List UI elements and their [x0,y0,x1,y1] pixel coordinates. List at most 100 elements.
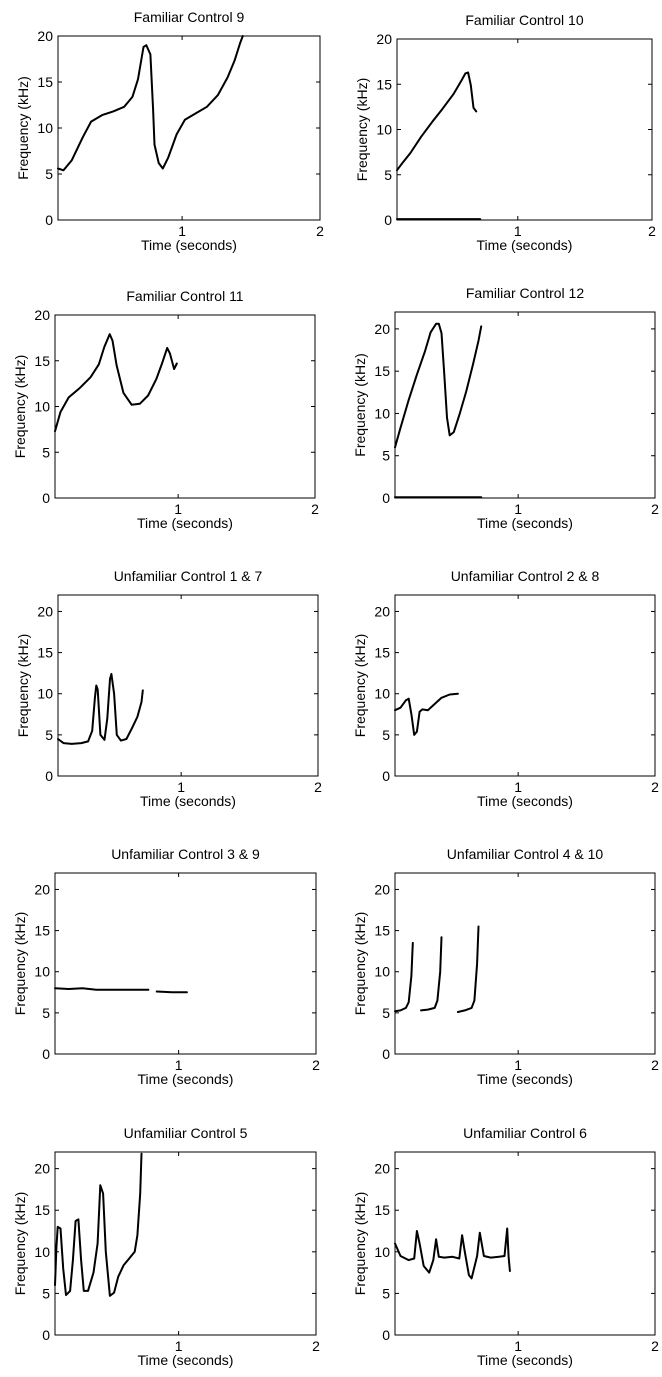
chart-panel-7: 0 5 10 15 20 1 2 Unfamiliar Control 3 & 9 Time (… [12,846,320,1087]
y-tick-label: 10 [374,1244,390,1260]
y-axis-label: Frequency (kHz) [12,1192,28,1295]
y-axis-label: Frequency (kHz) [15,76,31,179]
y-tick-label: 20 [34,307,50,323]
y-tick-label: 5 [42,444,50,460]
y-axis-label: Frequency (kHz) [15,634,31,737]
plot-frame [394,594,656,777]
y-tick-label: 20 [374,1161,390,1177]
y-axis-label: Frequency (kHz) [354,78,370,181]
y-tick-label: 15 [37,645,53,661]
plot-frame [54,872,317,1055]
plot-frame [57,35,321,221]
x-tick-label: 2 [314,779,322,795]
x-tick-label: 2 [312,1338,320,1354]
y-axis-label: Frequency (kHz) [352,912,368,1015]
series-line-1 [394,941,414,1013]
y-axis-label: Frequency (kHz) [12,355,28,458]
x-tick-label: 1 [174,501,182,517]
chart-title: Unfamiliar Control 3 & 9 [111,846,260,862]
y-tick-label: 20 [374,881,390,897]
series-line-1 [57,673,144,745]
chart-panel-4: 0 5 10 15 20 1 2 Familiar Control 12 Time (secon… [352,285,659,531]
x-axis-label: Time (seconds) [477,515,573,531]
y-tick-label: 20 [34,1161,50,1177]
chart-panel-1: 0 5 10 15 20 1 2 Familiar Control 9 Time (second… [15,9,324,253]
plot-frame [394,311,656,499]
series-line-1 [396,71,478,172]
y-tick-label: 5 [382,1005,390,1021]
y-tick-label: 5 [42,1285,50,1301]
x-axis-label: Time (seconds) [477,237,573,253]
y-axis-label: Frequency (kHz) [352,1192,368,1295]
y-tick-label: 0 [42,490,50,506]
y-tick-label: 0 [382,1046,390,1062]
y-tick-label: 10 [376,122,392,138]
x-tick-label: 1 [514,1338,522,1354]
chart-title: Unfamiliar Control 4 & 10 [447,846,604,862]
y-tick-label: 15 [37,74,53,90]
chart-title: Unfamiliar Control 1 & 7 [114,568,263,584]
y-tick-label: 20 [374,603,390,619]
y-tick-label: 15 [374,363,390,379]
y-tick-label: 5 [384,167,392,183]
chart-panel-10: 0 5 10 15 20 1 2 Unfamiliar Control 6 Time (seco… [352,1125,659,1368]
y-tick-label: 15 [34,923,50,939]
y-tick-label: 0 [45,768,53,784]
y-tick-label: 10 [374,686,390,702]
y-tick-label: 10 [374,964,390,980]
y-tick-label: 0 [42,1327,50,1343]
y-tick-label: 15 [34,353,50,369]
series-line-1 [54,1152,143,1297]
chart-title: Familiar Control 10 [465,12,583,28]
chart-title: Familiar Control 11 [126,288,243,304]
x-axis-label: Time (seconds) [137,515,233,531]
chart-panel-6: 0 5 10 15 20 1 2 Unfamiliar Control 2 & 8 Time (… [352,568,659,809]
plot-frame [54,314,316,499]
plot-frame [396,38,653,221]
y-tick-label: 0 [382,490,390,506]
y-tick-label: 10 [37,120,53,136]
y-tick-label: 15 [34,1202,50,1218]
y-tick-label: 5 [45,727,53,743]
x-tick-label: 2 [311,501,319,517]
series-line-1 [394,1227,511,1280]
series-line-2 [420,936,443,1012]
series-line-3 [456,925,480,1013]
y-axis-label: Frequency (kHz) [12,912,28,1015]
y-tick-label: 5 [382,727,390,743]
y-tick-label: 5 [382,448,390,464]
series-line-1 [394,692,459,736]
x-axis-label: Time (seconds) [138,1352,234,1368]
y-axis-label: Frequency (kHz) [352,353,368,456]
chart-title: Unfamiliar Control 2 & 8 [451,568,600,584]
y-tick-label: 10 [34,1244,50,1260]
plot-frame [394,872,656,1055]
chart-panel-3: 0 5 10 15 20 1 2 Familiar Control 11 Time (secon… [12,288,319,531]
y-tick-label: 20 [34,881,50,897]
plot-frame [57,594,319,777]
y-tick-label: 15 [374,645,390,661]
y-tick-label: 20 [37,28,53,44]
y-tick-label: 0 [382,768,390,784]
x-axis-label: Time (seconds) [477,1071,573,1087]
x-tick-label: 1 [175,1338,183,1354]
x-tick-label: 2 [648,223,656,239]
y-tick-label: 20 [376,31,392,47]
x-axis-label: Time (seconds) [141,237,237,253]
y-tick-label: 10 [34,964,50,980]
x-tick-label: 2 [651,501,659,517]
chart-panel-9: 0 5 10 15 20 1 2 Unfamiliar Control 5 Time (seco… [12,1125,320,1368]
series-line-1 [394,322,483,449]
x-tick-label: 1 [175,1057,183,1073]
y-tick-label: 0 [384,212,392,228]
series-line-1 [57,35,244,172]
y-tick-label: 10 [34,399,50,415]
x-tick-label: 2 [651,779,659,795]
x-axis-label: Time (seconds) [477,1352,573,1368]
y-tick-label: 5 [42,1005,50,1021]
y-tick-label: 0 [382,1327,390,1343]
plot-frame [54,1151,317,1336]
y-tick-label: 0 [42,1046,50,1062]
x-tick-label: 1 [514,501,522,517]
